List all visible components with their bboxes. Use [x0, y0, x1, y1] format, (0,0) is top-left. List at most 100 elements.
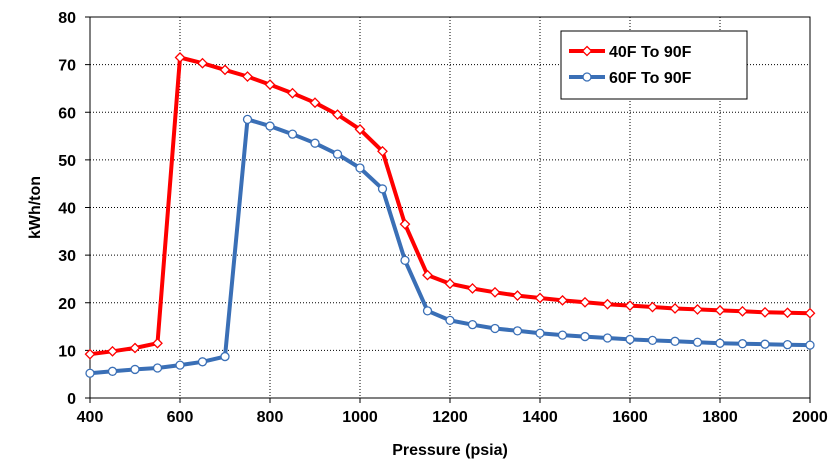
data-point — [714, 304, 726, 316]
legend-marker — [581, 45, 593, 57]
data-point — [512, 290, 523, 302]
data-point — [197, 357, 208, 367]
data-point — [490, 323, 500, 334]
data-point — [737, 339, 748, 349]
data-point — [242, 71, 253, 82]
legend-entry: 60F To 90F — [569, 70, 692, 87]
data-point — [152, 337, 163, 349]
x-tick-label: 600 — [167, 409, 194, 426]
x-tick-label: 1800 — [702, 409, 738, 426]
data-point — [669, 303, 681, 314]
data-point — [399, 218, 411, 230]
data-point — [219, 64, 231, 76]
data-point — [287, 87, 298, 99]
data-point — [400, 255, 410, 266]
data-point — [489, 286, 501, 298]
data-point — [265, 121, 275, 131]
data-point — [377, 145, 388, 157]
data-point — [759, 306, 771, 318]
data-point — [624, 300, 636, 312]
x-tick-label: 1400 — [522, 409, 558, 426]
data-point — [647, 301, 658, 313]
series-layer — [84, 52, 816, 378]
data-point — [130, 364, 140, 375]
x-tick-label: 800 — [257, 409, 284, 426]
data-point — [220, 351, 230, 362]
x-tick-label: 2000 — [792, 409, 828, 426]
legend-label: 40F To 90F — [609, 44, 692, 61]
x-tick-label: 400 — [77, 409, 104, 426]
y-tick-label: 50 — [58, 153, 76, 170]
data-point — [647, 335, 658, 346]
series-2 — [85, 114, 815, 378]
data-point — [174, 52, 186, 63]
data-point — [467, 283, 478, 294]
data-point — [197, 57, 208, 69]
data-point — [692, 337, 703, 347]
data-point — [557, 330, 568, 340]
y-tick-label: 80 — [58, 10, 76, 27]
data-point — [129, 342, 141, 354]
legend: 40F To 90F 60F To 90F — [560, 30, 748, 100]
data-point — [804, 307, 816, 319]
y-axis-ticks: 0 10 20 30 40 50 60 70 80 — [58, 10, 90, 408]
y-axis-title: kWh/ton — [27, 176, 44, 239]
data-point — [107, 366, 118, 376]
data-point — [264, 79, 276, 91]
data-point — [534, 292, 546, 304]
data-point — [377, 184, 388, 194]
data-point — [760, 339, 770, 349]
data-point — [782, 307, 793, 319]
data-point — [535, 328, 545, 338]
data-point — [287, 129, 298, 139]
x-tick-label: 1000 — [342, 409, 378, 426]
data-point — [422, 306, 433, 316]
y-tick-label: 60 — [58, 105, 76, 122]
data-point — [625, 334, 635, 345]
data-point — [445, 315, 455, 326]
data-point — [422, 269, 433, 281]
data-point — [580, 331, 590, 342]
data-point — [354, 123, 366, 135]
data-point — [512, 326, 523, 336]
data-point — [782, 340, 793, 350]
data-point — [715, 338, 725, 348]
data-point — [467, 320, 478, 330]
data-point — [805, 340, 815, 350]
x-tick-label: 1600 — [612, 409, 648, 426]
data-point — [152, 363, 163, 373]
data-point — [355, 163, 365, 173]
data-point — [332, 109, 343, 121]
data-point — [602, 333, 613, 343]
y-tick-label: 70 — [58, 58, 76, 75]
data-point — [85, 368, 95, 378]
data-point — [309, 97, 321, 109]
x-tick-label: 1200 — [432, 409, 468, 426]
x-axis-title: Pressure (psia) — [392, 442, 508, 459]
y-tick-label: 10 — [58, 343, 76, 360]
legend-label: 60F To 90F — [609, 70, 692, 87]
data-point — [444, 278, 456, 290]
data-point — [310, 138, 320, 148]
data-point — [84, 348, 96, 360]
data-point — [670, 336, 680, 346]
data-point — [557, 294, 568, 306]
legend-entry: 40F To 90F — [569, 44, 692, 61]
data-point — [737, 305, 748, 317]
y-tick-label: 0 — [67, 391, 76, 408]
y-tick-label: 40 — [58, 201, 76, 218]
legend-marker — [582, 72, 592, 82]
data-point — [602, 298, 613, 310]
series-1 — [84, 52, 816, 360]
data-point — [579, 296, 591, 308]
legend-box — [560, 30, 748, 100]
data-point — [107, 345, 118, 357]
x-axis-ticks: 400 600 800 1000 1200 1400 1600 1800 2000 — [77, 398, 828, 426]
y-tick-label: 20 — [58, 296, 76, 313]
data-point — [175, 360, 185, 370]
data-point — [242, 114, 253, 125]
y-tick-label: 30 — [58, 248, 76, 265]
data-point — [692, 303, 703, 315]
data-point — [332, 149, 343, 159]
